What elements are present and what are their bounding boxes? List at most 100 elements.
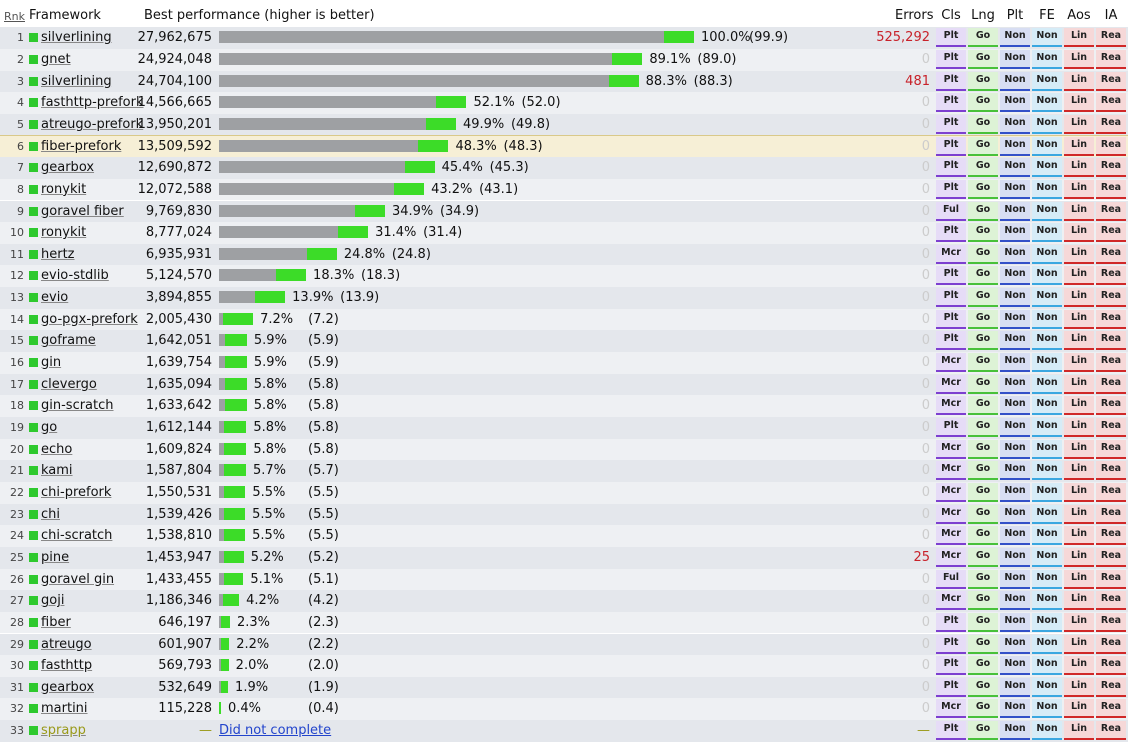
performance-value: 1,453,947 (145, 549, 212, 565)
performance-bar-highlight (224, 421, 247, 433)
language-marker (29, 509, 38, 519)
performance-bar (219, 204, 385, 217)
performance-bar-fill (219, 680, 221, 693)
attribute-tag: Non (1000, 49, 1030, 69)
attribute-tag: Non (1032, 179, 1062, 199)
performance-bar-highlight (219, 702, 221, 715)
header-framework[interactable]: Framework (29, 8, 101, 23)
language-marker (29, 98, 38, 108)
framework-link[interactable]: evio-stdlib (41, 268, 109, 284)
header-tag-aos[interactable]: Aos (1067, 8, 1091, 23)
attribute-tag: Lin (1064, 136, 1094, 156)
attribute-tag: Rea (1096, 49, 1126, 69)
attribute-tag: Non (1032, 28, 1062, 48)
table-row: 8 ronykit 12,072,588 43.2% (43.1) 0 Plt Go Non No… (0, 178, 1128, 201)
framework-link[interactable]: gearbox (41, 160, 95, 176)
framework-link[interactable]: ronykit (41, 225, 87, 241)
framework-link[interactable]: go-pgx-prefork (41, 311, 138, 327)
errors-count: 0 (921, 420, 930, 435)
framework-link[interactable]: goframe (41, 333, 96, 349)
framework-link[interactable]: goravel fiber (41, 203, 124, 219)
header-tag-plt[interactable]: Plt (1006, 8, 1024, 23)
header-tag-fe[interactable]: FE (1039, 8, 1055, 23)
framework-link[interactable]: go (41, 420, 58, 435)
did-not-complete-link[interactable]: Did not complete (219, 723, 332, 739)
framework-link[interactable]: gin (41, 355, 62, 371)
framework-link[interactable]: hertz (41, 246, 75, 262)
framework-link[interactable]: goji (41, 593, 65, 609)
attribute-tag: Non (1032, 461, 1062, 481)
attribute-tag: Non (1000, 656, 1030, 676)
performance-bar (219, 485, 246, 498)
attribute-tag: Rea (1096, 699, 1126, 719)
framework-link[interactable]: chi (41, 506, 60, 522)
rank-number: 7 (17, 161, 24, 175)
attribute-tag: Non (1000, 223, 1030, 243)
performance-bar-highlight (404, 161, 435, 174)
performance-bar-highlight (221, 615, 230, 628)
header-tag-cls[interactable]: Cls (941, 8, 961, 23)
framework-link[interactable]: goravel gin (41, 571, 115, 587)
percent-secondary-label: (52.0) (521, 95, 561, 111)
attribute-tag: Lin (1064, 461, 1094, 481)
errors-count: 0 (921, 701, 930, 717)
percent-secondary-label: (5.8) (308, 398, 339, 414)
attribute-tag: Plt (936, 677, 966, 697)
attribute-tag: Rea (1096, 71, 1126, 91)
performance-bar (219, 680, 229, 693)
percent-label: 2.3% (236, 614, 270, 630)
rank-number: 14 (10, 312, 24, 326)
attribute-tag: Rea (1096, 418, 1126, 437)
framework-link[interactable]: fiber (41, 614, 71, 630)
attribute-tag: Go (968, 526, 998, 546)
framework-link[interactable]: chi-prefork (41, 484, 112, 500)
framework-link[interactable]: gin-scratch (41, 398, 114, 414)
percent-secondary-label: (48.3) (503, 138, 543, 154)
framework-link[interactable]: silverlining (41, 73, 112, 89)
framework-link[interactable]: fasthttp (41, 658, 93, 674)
framework-link[interactable]: chi-scratch (41, 528, 113, 544)
framework-link[interactable]: clevergo (41, 376, 97, 392)
table-header: Rnk Framework Best performance (higher i… (0, 0, 1128, 28)
percent-label: 31.4% (375, 225, 417, 241)
performance-value: 24,704,100 (137, 73, 212, 89)
framework-link[interactable]: silverlining (41, 30, 112, 46)
attribute-tag: Non (1032, 591, 1062, 611)
header-rank[interactable]: Rnk (4, 10, 25, 23)
performance-bar-fill (219, 139, 419, 152)
performance-bar (219, 594, 240, 607)
header-tag-lng[interactable]: Lng (971, 8, 995, 23)
percent-label: 48.3% (455, 138, 497, 154)
framework-link[interactable]: atreugo (41, 636, 92, 652)
performance-bar-fill (219, 377, 225, 390)
framework-link[interactable]: gearbox (41, 679, 95, 695)
attribute-tag: Non (1000, 418, 1030, 437)
percent-label: 100.0% (701, 30, 751, 46)
performance-bar-highlight (223, 550, 244, 563)
header-errors[interactable]: Errors (895, 8, 934, 23)
framework-link[interactable]: pine (41, 549, 70, 565)
framework-link[interactable]: ronykit (41, 181, 87, 197)
framework-link[interactable]: echo (41, 441, 73, 457)
framework-link[interactable]: kami (41, 463, 73, 479)
percent-secondary-label: (5.5) (308, 484, 339, 500)
framework-link[interactable]: fasthttp-prefork (41, 95, 144, 111)
performance-value: 1,612,144 (145, 420, 212, 435)
framework-link[interactable]: atreugo-prefork (41, 116, 144, 132)
framework-link[interactable]: martini (41, 701, 88, 717)
framework-link[interactable]: fiber-prefork (41, 138, 122, 154)
header-tag-ia[interactable]: IA (1104, 8, 1118, 23)
percent-secondary-label: (5.8) (308, 441, 339, 457)
errors-count: 25 (913, 549, 930, 565)
errors-count: 0 (921, 225, 930, 241)
language-marker (29, 228, 38, 238)
percent-secondary-label: (99.9) (749, 30, 789, 46)
framework-link[interactable]: evio (41, 290, 69, 306)
header-performance[interactable]: Best performance (higher is better) (144, 8, 375, 23)
performance-bar-fill (219, 421, 225, 433)
table-row: 23 chi 1,539,426 5.5% (5.5) 0 Mcr Go Non Non Lin Re… (0, 503, 1128, 526)
framework-link[interactable]: gnet (41, 51, 71, 67)
framework-link[interactable]: sprapp (41, 723, 86, 739)
rank-number: 9 (17, 204, 24, 218)
performance-value: 8,777,024 (145, 225, 212, 241)
